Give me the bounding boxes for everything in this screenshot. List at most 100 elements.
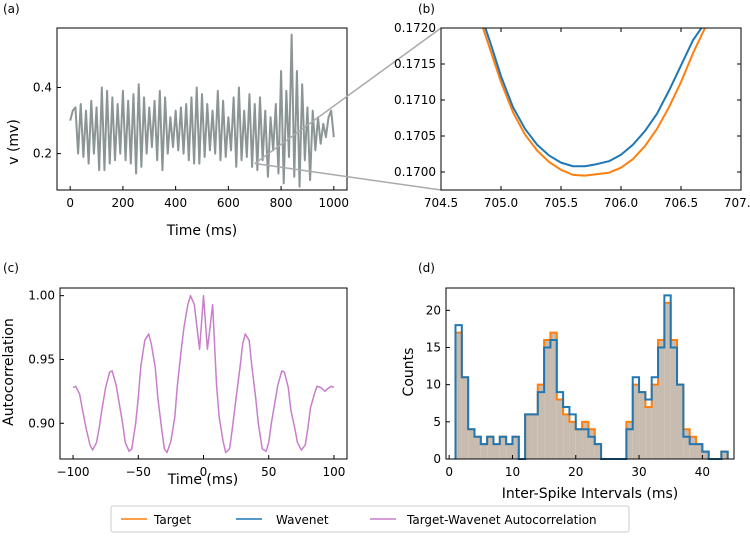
hist-bar-target-19 — [575, 429, 583, 459]
x-tick-label-a-4: 800 — [270, 196, 293, 210]
y-tick-label-c-0: 0.90 — [28, 416, 55, 430]
panel-c-plot-area — [72, 294, 335, 454]
hist-bar-target-6 — [493, 444, 500, 459]
hist-bar-target-4 — [480, 444, 488, 459]
y-tick-label-b-4: 0.1720 — [394, 21, 436, 35]
hist-bar-target-39 — [702, 451, 709, 459]
x-tick-label-c-0: −100 — [57, 465, 90, 479]
series-line-target — [482, 28, 706, 177]
panel-a-ylabel: v (mv) — [6, 119, 22, 165]
panel-c: (c) −100 −50 0 50 1000.900.951.00 Time (ms) … — [1, 261, 348, 488]
x-tick-label-c-1: −50 — [126, 465, 151, 479]
hist-bar-target-16 — [556, 399, 564, 459]
panel-d-ylabel: Counts — [401, 348, 417, 397]
panel-a-frame — [56, 27, 348, 191]
x-tick-label-d-1: 10 — [505, 465, 520, 479]
x-tick-label-b-5: 707.0 — [724, 196, 750, 210]
legend-label-wavenet: Wavenet — [276, 513, 329, 527]
hist-bar-target-27 — [626, 421, 633, 459]
series-line-autocorrelation — [72, 294, 335, 454]
x-tick-label-b-1: 705.0 — [484, 196, 518, 210]
hist-bar-target-1 — [461, 377, 469, 459]
panel-label-a: (a) — [3, 2, 20, 16]
series-line-wavenet — [484, 28, 703, 168]
x-tick-label-b-4: 706.5 — [664, 196, 698, 210]
hist-bar-target-5 — [487, 436, 494, 459]
x-tick-label-a-0: 0 — [66, 196, 74, 210]
x-tick-label-a-5: 1000 — [319, 196, 350, 210]
x-tick-label-b-3: 706.0 — [604, 196, 638, 210]
hist-bar-target-15 — [550, 332, 557, 459]
hist-bar-target-13 — [537, 384, 545, 459]
y-tick-label-d-3: 15 — [426, 340, 441, 354]
hist-bar-target-12 — [531, 414, 538, 459]
y-tick-label-d-0: 0 — [433, 452, 441, 466]
hist-bar-target-0 — [455, 332, 462, 459]
panel-b-plot-area — [482, 28, 706, 177]
y-tick-label-a-1: 0.4 — [33, 81, 52, 95]
hist-bar-target-3 — [474, 436, 481, 459]
y-tick-label-b-3: 0.1715 — [394, 57, 436, 71]
hist-bar-target-32 — [658, 340, 665, 459]
y-tick-label-d-4: 20 — [426, 303, 441, 317]
y-tick-label-b-2: 0.1710 — [394, 93, 436, 107]
x-tick-label-b-0: 704.5 — [424, 196, 458, 210]
hist-bar-target-8 — [506, 444, 513, 459]
y-tick-label-a-0: 0.2 — [33, 147, 52, 161]
x-tick-label-d-3: 30 — [631, 465, 646, 479]
hist-bar-target-28 — [632, 384, 640, 459]
panel-d-frame — [445, 287, 735, 460]
panel-label-c: (c) — [3, 261, 19, 275]
legend: Target Wavenet Target-Wavenet Autocorrel… — [110, 505, 630, 533]
y-tick-label-c-2: 1.00 — [28, 289, 55, 303]
hist-bar-target-11 — [525, 414, 532, 459]
y-tick-label-b-0: 0.1700 — [394, 165, 436, 179]
hist-bar-target-42 — [721, 451, 728, 459]
hist-bar-target-36 — [683, 429, 690, 459]
panel-d: (d) 0 10 20 30 40 0 5 10 15 20 Inter-Spike Interv… — [401, 261, 735, 502]
hist-bar-target-2 — [468, 429, 475, 459]
hist-bar-target-14 — [544, 340, 551, 459]
x-tick-label-c-2: 0 — [200, 465, 208, 479]
hist-bar-target-29 — [639, 392, 646, 459]
hist-bar-target-22 — [594, 444, 602, 459]
panel-c-ticks: −100 −50 0 50 100 0.90 0.95 1.00 — [28, 289, 345, 479]
panel-a-xlabel: Time (ms) — [166, 223, 238, 239]
panel-a: (a) 0 200 400 600 800 1000 0.2 0.4 Time (ms) v … — [3, 2, 349, 239]
panel-d-plot-area — [454, 294, 729, 460]
hist-bar-target-17 — [563, 414, 570, 459]
hist-bar-target-33 — [664, 302, 671, 459]
y-tick-label-d-1: 5 — [433, 415, 441, 429]
x-tick-label-a-2: 400 — [164, 196, 187, 210]
x-tick-label-a-1: 200 — [111, 196, 134, 210]
legend-label-target: Target — [153, 513, 191, 527]
x-tick-label-d-2: 20 — [568, 465, 583, 479]
panel-b-ticks: 704.5 705.0 705.5 706.0 706.5 707.0 0.1700 0.17… — [394, 21, 750, 210]
zoom-connector-top — [254, 27, 442, 165]
y-tick-label-d-2: 10 — [426, 378, 441, 392]
panel-d-xlabel: Inter-Spike Intervals (ms) — [502, 486, 679, 502]
legend-label-autocorrelation: Target-Wavenet Autocorrelation — [406, 513, 597, 527]
panel-b-frame — [440, 27, 742, 191]
x-tick-label-c-3: 50 — [261, 465, 276, 479]
x-tick-label-d-0: 0 — [445, 465, 453, 479]
hist-outline-wavenet — [454, 294, 729, 460]
y-tick-label-b-1: 0.1705 — [394, 129, 436, 143]
panel-label-b: (b) — [418, 2, 435, 16]
hist-bar-target-38 — [696, 444, 703, 459]
panel-d-ticks: 0 10 20 30 40 0 5 10 15 20 — [426, 303, 710, 479]
panel-c-xlabel: Time (ms) — [167, 472, 239, 488]
panel-c-frame — [59, 287, 348, 460]
y-tick-label-c-1: 0.95 — [28, 352, 55, 366]
panel-b: (b) 704.5 705.0 705.5 706.0 706.5 707.0 0.1700… — [394, 2, 750, 210]
hist-bar-target-9 — [512, 436, 519, 459]
hist-bar-target-20 — [582, 421, 589, 459]
series-line-membrane-potential — [69, 33, 335, 188]
zoom-connector-bottom — [254, 162, 442, 191]
panel-label-d: (d) — [418, 261, 435, 275]
panel-a-plot-area — [69, 33, 335, 188]
x-tick-label-b-2: 705.5 — [544, 196, 578, 210]
hist-bar-target-31 — [651, 384, 659, 459]
x-tick-label-a-3: 600 — [217, 196, 240, 210]
